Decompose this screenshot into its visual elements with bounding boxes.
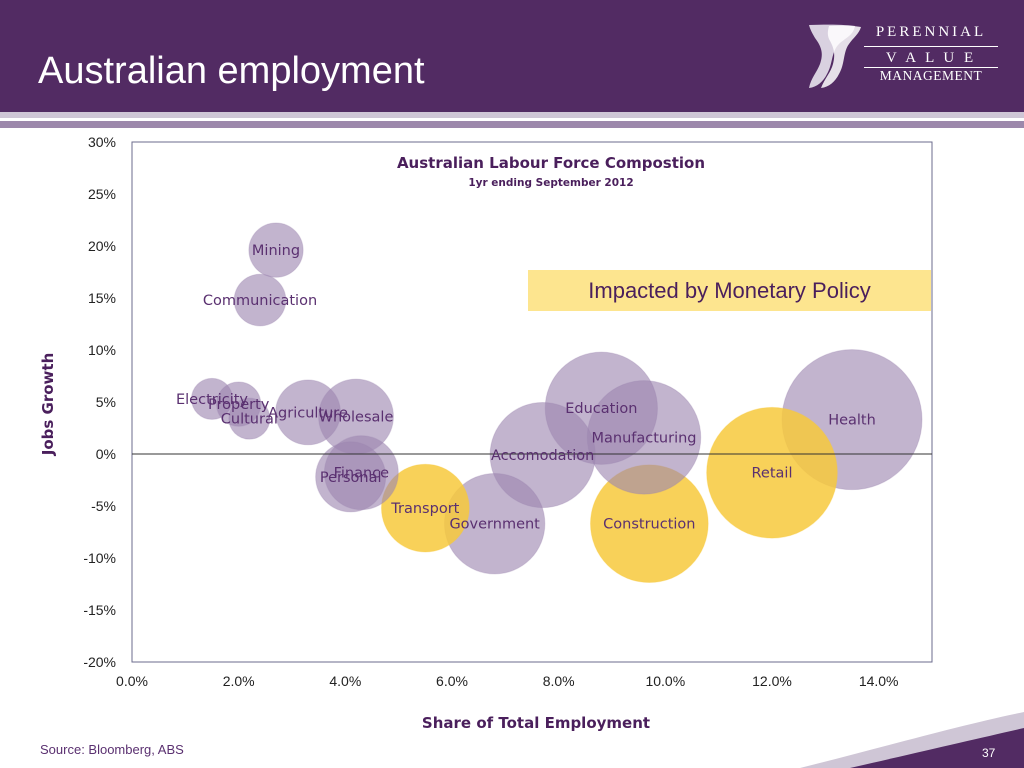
bubble-label-mining: Mining [252, 243, 300, 259]
header-stripe [0, 121, 1024, 128]
x-tick-label: 6.0% [436, 673, 468, 689]
bubble-label-education: Education [565, 401, 637, 417]
bubble-mining [248, 222, 304, 278]
logo-line-3: MANAGEMENT [879, 68, 983, 83]
bubble-label-finance: Finance [334, 466, 390, 482]
bubble-label-electricity: Electricity [176, 392, 248, 408]
y-tick-label: -10% [83, 550, 116, 566]
x-tick-label: 12.0% [752, 673, 792, 689]
bubble-label-health: Health [828, 413, 876, 429]
bubble-label-transport: Transport [390, 501, 459, 517]
bubble-label-cultural: Cultural [221, 412, 278, 428]
bubble-agriculture [275, 379, 341, 446]
header-stripe [0, 118, 1024, 121]
logo-divider [864, 46, 998, 47]
y-tick-label: 25% [88, 186, 116, 202]
x-axis-title: Share of Total Employment [422, 714, 650, 732]
logo-line-2: V A L U E [885, 50, 977, 66]
bubble-label-retail: Retail [752, 466, 793, 482]
x-axis-ticks: 0.0% 2.0% 4.0% 6.0% 8.0% 10.0% 12.0% 14.0% [116, 673, 898, 689]
plot-frame [131, 141, 933, 663]
y-tick-label: 15% [88, 290, 116, 306]
x-tick-label: 4.0% [329, 673, 361, 689]
x-tick-label: 2.0% [223, 673, 255, 689]
y-tick-label: 0% [96, 446, 116, 462]
page-number: 37 [982, 746, 996, 760]
bubble-label-agriculture: Agriculture [268, 405, 348, 421]
slide-title: Australian employment [38, 50, 425, 92]
bubble-cultural [228, 397, 271, 440]
x-tick-label: 10.0% [645, 673, 685, 689]
chart-subtitle: 1yr ending September 2012 [468, 177, 633, 189]
bubble-electricity [191, 377, 233, 420]
header-stripe [0, 112, 1024, 118]
x-tick-label: 0.0% [116, 673, 148, 689]
bubble-retail [706, 406, 838, 539]
bubble-communication [233, 273, 287, 327]
bubble-label-wholesale: Wholesale [319, 410, 394, 426]
bubble-label-government: Government [449, 517, 540, 533]
bubble-label-manufacturing: Manufacturing [592, 430, 697, 446]
y-axis-title: Jobs Growth [39, 353, 57, 457]
bubble-label-accomodation: Accomodation [491, 448, 594, 464]
bubble-label-construction: Construction [603, 517, 695, 533]
logo-divider [864, 67, 998, 68]
bubble-transport [380, 463, 470, 553]
bubble-personal [315, 441, 387, 513]
y-axis-ticks: 30% 25% 20% 15% 10% 5% 0% -5% -10% -15% -20% [83, 134, 116, 670]
y-tick-label: 5% [96, 394, 116, 410]
y-tick-label: -20% [83, 654, 116, 670]
chart-title: Australian Labour Force Compostion [397, 154, 705, 172]
x-tick-label: 14.0% [859, 673, 899, 689]
perennial-logo-icon [809, 24, 861, 89]
bubble-layer [191, 222, 923, 584]
bubble-label-communication: Communication [203, 293, 317, 309]
y-tick-label: 10% [88, 342, 116, 358]
x-tick-label: 8.0% [543, 673, 575, 689]
logo-line-1: PERENNIAL [875, 24, 987, 40]
bubble-chart: 30% 25% 20% 15% 10% 5% 0% -5% -10% -15% -20% 0.0% 2… [39, 134, 933, 732]
source-note: Source: Bloomberg, ABS [40, 742, 184, 757]
y-tick-label: 30% [88, 134, 116, 150]
y-tick-label: -5% [91, 498, 116, 514]
company-logo-text: PERENNIAL V A L U E MANAGEMENT [864, 22, 998, 90]
bubble-label-personal: Personal [320, 470, 382, 486]
y-tick-label: 20% [88, 238, 116, 254]
y-tick-label: -15% [83, 602, 116, 618]
monetary-policy-callout: Impacted by Monetary Policy [528, 270, 931, 311]
bubble-label-property: Property [208, 397, 270, 413]
title-bar [0, 0, 1024, 112]
bubble-label-layer: Mining Communication ElectricityPropertyCu… [176, 243, 876, 533]
